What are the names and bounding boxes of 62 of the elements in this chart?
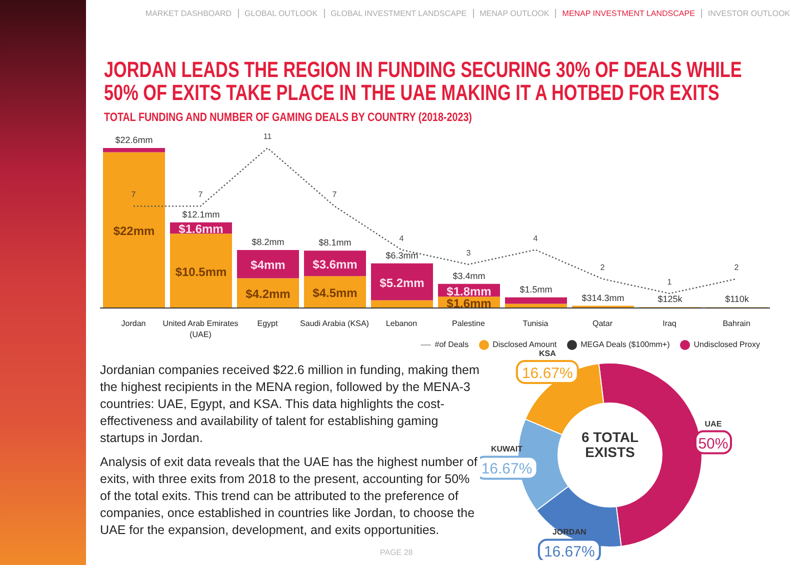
data-label: 4 <box>533 234 538 243</box>
data-label: $22mm <box>113 224 155 238</box>
slice-label: KSA <box>538 348 556 358</box>
total-label: $6.3mm <box>386 250 418 260</box>
total-label: $3.4mm <box>452 270 486 281</box>
data-label: 2 <box>734 262 740 272</box>
data-label: $4mm <box>250 258 286 272</box>
x-tick-label: Jordan <box>121 319 146 328</box>
total-label: $22.6mm <box>115 135 153 145</box>
data-label: 3 <box>466 248 472 258</box>
data-label: 16.67% <box>522 364 573 382</box>
data-label: $1.8mm <box>446 284 492 298</box>
text: MENAP OUTLOOK <box>472 9 550 18</box>
legend-label: MEGA Deals ($100mm+) <box>580 340 670 350</box>
chart-subtitle: TOTAL FUNDING AND NUMBER OF GAMING DEALS BY COUNTRY (2018-2023) <box>104 110 472 124</box>
x-tick-label: Palestine <box>452 319 486 328</box>
text: MARKET DASHBOARD <box>145 9 232 18</box>
x-tick-label: Saudi Arabia (KSA) <box>300 319 370 328</box>
x-tick-label: Bahrain <box>722 319 750 328</box>
data-label: $1.6mm <box>446 296 492 310</box>
data-label: $4.2mm <box>246 287 290 302</box>
x-tick-label: Qatar <box>592 319 613 328</box>
chart-title: JORDAN LEADS THE REGION IN FUNDING SECURING 30% OF DEALS WHILE 50% OF EXITS TAKE PLACE IN THE UAE MAKING IT A HOTBED FOR EXITS <box>104 57 743 105</box>
total-label: $1.5mm <box>520 284 552 294</box>
data-label: $4.5mm <box>312 286 358 300</box>
text: INVESTOR OUTLOOK <box>700 9 790 18</box>
x-tick-label: Lebanon <box>386 319 418 328</box>
text: Analysis of exit data reveals that the UAE has the highest number of exits, with three exits from 2018 to the present, accounting for 50% of the total exits. This trend can be attributed to the preference of companies, once established in countries like Jordan, to choose the UAE for the expansion, development, and exits opportunities. <box>100 454 478 539</box>
total-label: $8.2mm <box>252 236 284 247</box>
data-label: 16.67% <box>481 460 532 478</box>
total-label: $8.1mm <box>318 238 352 248</box>
data-label: 7 <box>131 190 136 200</box>
total-label: $110k <box>725 294 750 304</box>
text: PAGE 28 <box>380 548 413 557</box>
data-label: 4 <box>399 234 404 243</box>
text: 6 TOTAL EXISTS <box>580 429 640 460</box>
x-tick-label: Iraq <box>662 319 676 328</box>
data-label: 7 <box>332 190 338 200</box>
data-label: 50% <box>698 435 728 452</box>
legend-label: Undisclosed Proxy <box>694 340 760 350</box>
legend-label: Disclosed Amount <box>492 340 557 350</box>
legend-label: #of Deals <box>434 340 469 350</box>
x-tick-label: United Arab Emirates (UAE) <box>162 319 238 339</box>
text: MENAP INVESTMENT LANDSCAPE <box>555 9 695 18</box>
text: GLOBAL INVESTMENT LANDSCAPE <box>324 9 467 18</box>
data-label: 2 <box>600 262 606 272</box>
total-label: $125k <box>658 294 683 304</box>
data-label: 1 <box>667 277 672 286</box>
data-label: 16.67% <box>544 544 595 561</box>
data-label: $3.6mm <box>312 257 358 272</box>
data-label: 11 <box>263 132 272 141</box>
x-tick-label: Egypt <box>257 319 278 328</box>
data-label: $5.2mm <box>380 276 424 290</box>
data-label: $10.5mm <box>175 264 227 279</box>
x-tick-label: Tunisia <box>522 319 549 328</box>
data-label: $1.6mm <box>178 222 224 236</box>
text: GLOBAL OUTLOOK <box>238 9 318 18</box>
data-label: 7 <box>198 190 204 200</box>
total-label: $12.1mm <box>182 209 220 220</box>
text: Jordanian companies received $22.6 million in funding, making them the highest recipients in the MENA region, followed by the MENA-3 countries: UAE, Egypt, and KSA. This data highlights the cost-effectiveness and availability of talent for establishing gaming startups in Jordan. <box>100 362 480 447</box>
slice-label: UAE <box>704 419 722 428</box>
total-label: $314.3mm <box>582 292 624 303</box>
